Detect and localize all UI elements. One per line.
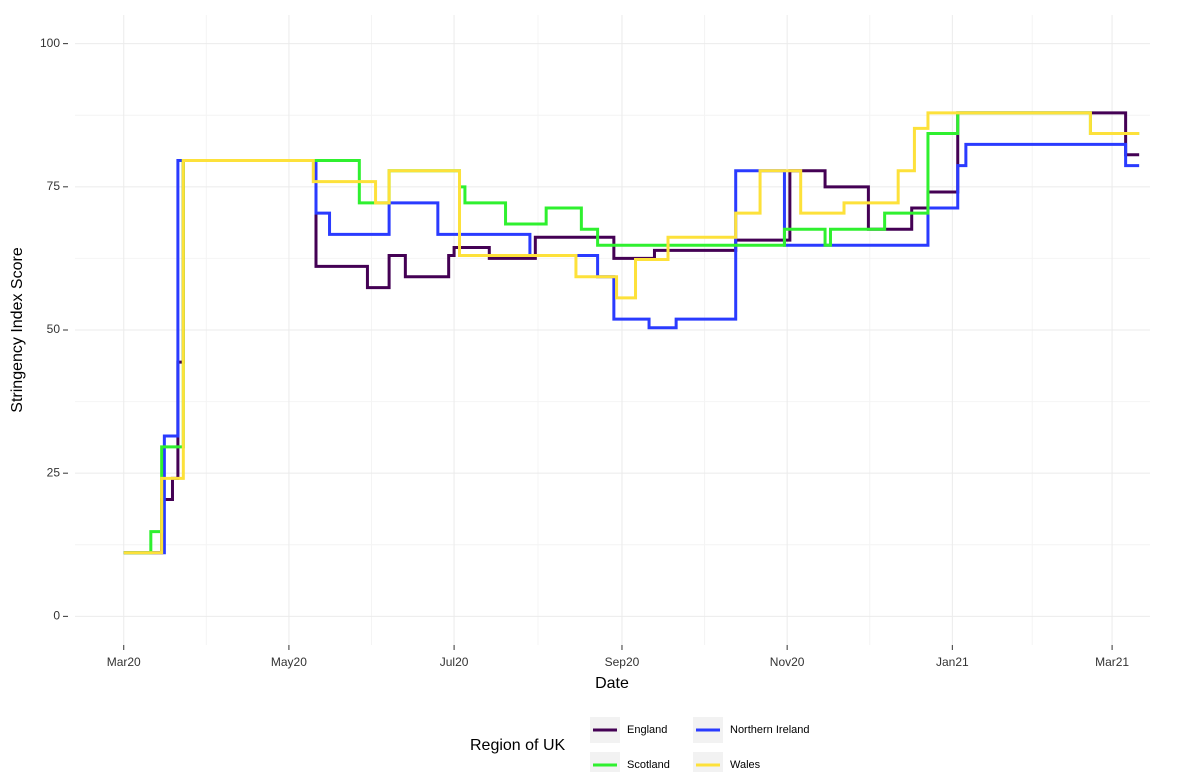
y-tick-label: 50 [47,322,61,336]
series-line [123,111,1140,555]
series-line [123,142,1140,555]
x-tick-label: Nov20 [770,655,805,669]
legend-key [693,752,723,777]
legend-label: Wales [730,759,761,771]
legend-label: Scotland [627,759,670,771]
series-line [123,111,1140,555]
legend-label: England [627,724,667,736]
x-axis-label: Date [595,675,629,692]
y-tick-label: 75 [47,179,61,193]
x-tick-label: Mar21 [1095,655,1129,669]
x-tick-label: May20 [271,655,307,669]
legend-key [590,752,620,777]
y-tick-label: 25 [47,465,61,479]
legend-label: Northern Ireland [730,724,810,736]
y-tick-label: 0 [53,609,60,623]
x-tick-label: Sep20 [605,655,640,669]
legend-title: Region of UK [470,737,565,754]
y-axis-label: Stringency Index Score [9,247,26,413]
x-tick-label: Jul20 [440,655,469,669]
series-line [123,111,1140,555]
x-tick-label: Jan21 [936,655,969,669]
x-tick-label: Mar20 [107,655,141,669]
y-tick-label: 100 [40,36,60,50]
